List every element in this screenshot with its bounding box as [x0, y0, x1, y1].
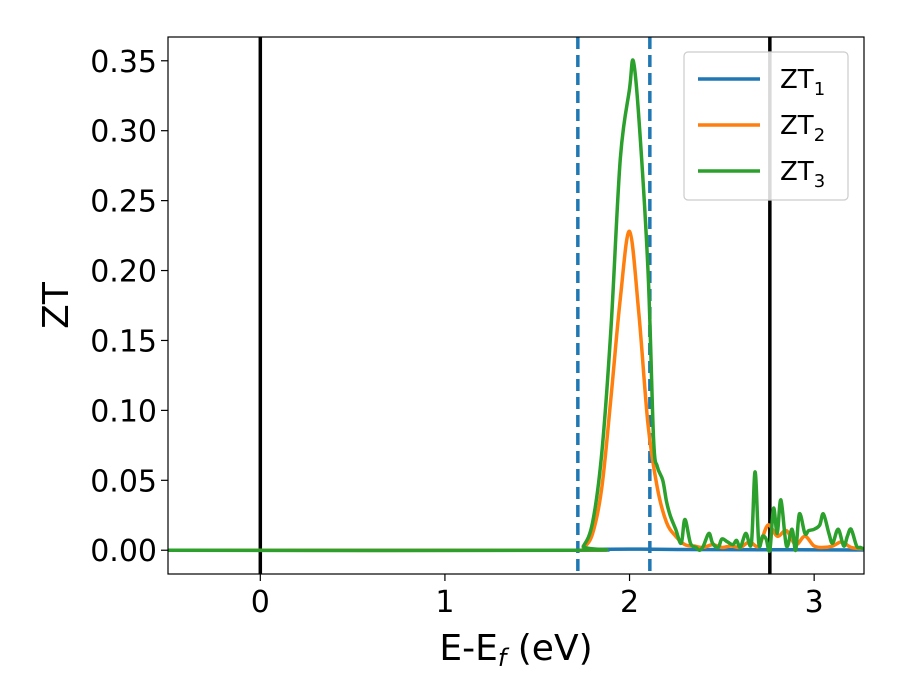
x-tick-label-2: 2 [620, 585, 639, 620]
y-tick-label-0: 0.00 [90, 534, 157, 569]
x-axis-label: E-Ef (eV) [439, 628, 592, 672]
x-tick-label-1: 1 [435, 585, 454, 620]
y-tick-label-1: 0.05 [90, 464, 157, 499]
x-tick-label-3: 3 [805, 585, 824, 620]
legend-label-zt3: ZT3 [780, 157, 825, 192]
y-tick-label-4: 0.20 [90, 255, 157, 290]
x-axis: 0 1 2 3 [251, 574, 824, 620]
y-axis-label: ZT [36, 281, 77, 329]
legend-label-sub: 2 [814, 125, 825, 146]
x-axis-label-suffix: (eV) [506, 628, 592, 669]
series-line-zt2 [168, 229, 864, 553]
y-tick-label-7: 0.35 [90, 45, 157, 80]
legend-label-main: ZT [780, 65, 814, 95]
legend-label-sub: 3 [814, 171, 825, 192]
y-tick-label-2: 0.10 [90, 394, 157, 429]
legend-label-zt2: ZT2 [780, 111, 825, 146]
legend-label-sub: 1 [814, 79, 825, 100]
plot-frame [167, 36, 865, 575]
x-tick-label-0: 0 [251, 585, 270, 620]
legend-label-main: ZT [780, 111, 814, 141]
legend-label-zt1: ZT1 [780, 65, 825, 100]
series-group [168, 58, 864, 554]
y-tick-label-3: 0.15 [90, 324, 157, 359]
legend-box [683, 51, 849, 201]
legend-label-main: ZT [780, 157, 814, 187]
y-axis: 0.00 0.05 0.10 0.15 0.20 0.25 0.30 0.35 [90, 45, 168, 569]
y-tick-label-6: 0.30 [90, 115, 157, 150]
series-line-zt3 [168, 58, 864, 554]
y-tick-label-5: 0.25 [90, 185, 157, 220]
x-axis-label-main: E-E [439, 628, 497, 669]
